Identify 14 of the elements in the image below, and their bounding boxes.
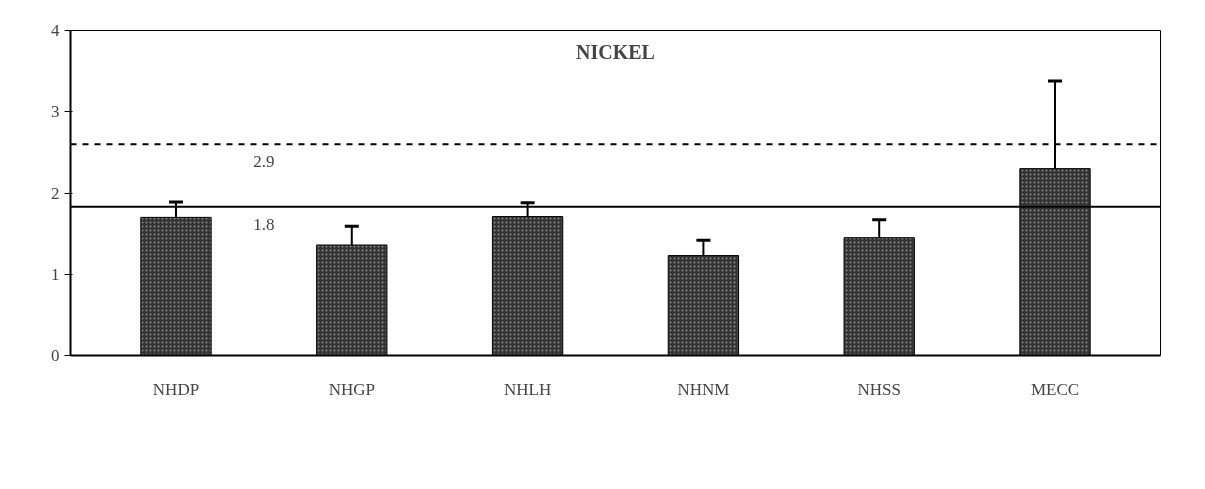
text: NICKEL (576, 40, 655, 63)
y-tick-label: 4 (51, 21, 60, 40)
x-tick-label: NHSS (857, 379, 901, 399)
annotation: 1.8 (253, 214, 275, 234)
x-tick-label: NHLH (503, 379, 552, 399)
y-tick-label: 1 (51, 264, 60, 284)
y-tick-label: 3 (51, 102, 60, 122)
y-tick-label: 2 (51, 183, 60, 203)
x-tick-label: MECC (1030, 379, 1080, 399)
annotation: 2.9 (253, 152, 275, 172)
x-tick-label: NHNM (677, 379, 730, 399)
y-tick-label: 0 (51, 346, 60, 365)
x-tick-label: NHGP (328, 379, 375, 399)
x-tick-label: NHDP (152, 379, 200, 399)
